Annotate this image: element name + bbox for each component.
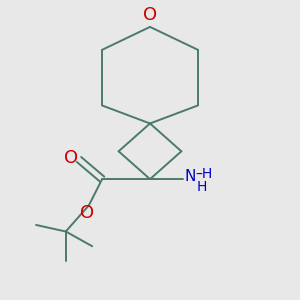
Text: O: O	[143, 6, 157, 24]
Text: O: O	[64, 149, 78, 167]
Text: N: N	[185, 169, 196, 184]
Text: –H: –H	[195, 167, 212, 181]
Text: H: H	[196, 180, 207, 194]
Text: O: O	[80, 205, 94, 223]
